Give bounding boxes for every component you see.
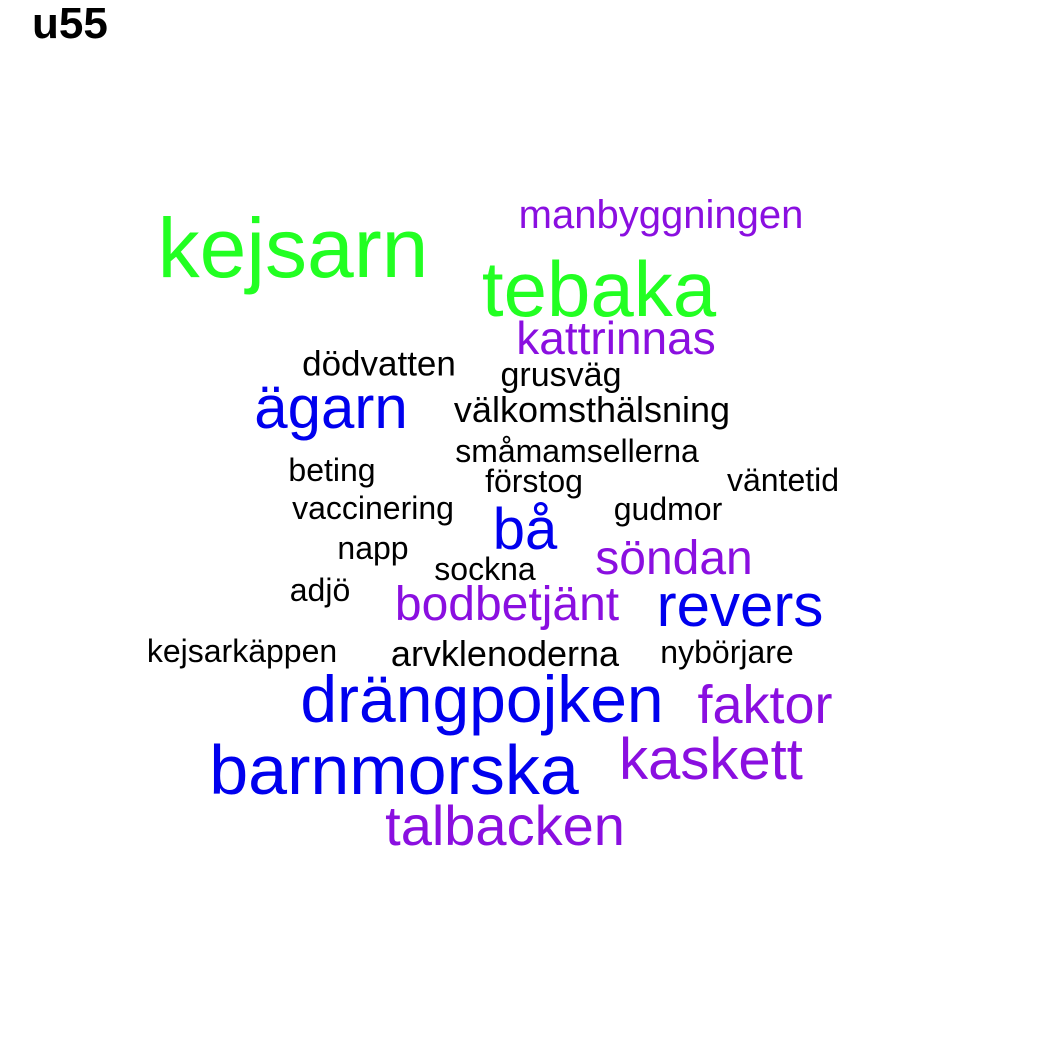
word-ba: bå bbox=[492, 497, 558, 562]
word-revers: revers bbox=[656, 572, 824, 639]
word-sondan: söndan bbox=[595, 532, 753, 585]
word-beting: beting bbox=[288, 452, 376, 488]
word-agarn: ägarn bbox=[254, 374, 408, 441]
word-arvklenoderna: arvklenoderna bbox=[390, 633, 620, 674]
word-adjo: adjö bbox=[289, 572, 351, 608]
word-napp: napp bbox=[337, 530, 409, 566]
word-bodbetjant: bodbetjänt bbox=[394, 578, 620, 631]
word-smamamsellerna: småmamsellerna bbox=[455, 433, 699, 469]
word-gudmor: gudmor bbox=[613, 491, 723, 527]
page-title: u55 bbox=[32, 0, 108, 48]
word-kattrinnas: kattrinnas bbox=[516, 312, 716, 364]
word-kaskett: kaskett bbox=[619, 727, 803, 792]
word-kejsarn: kejsarn bbox=[157, 201, 429, 295]
word-valkomsthalsning: välkomsthälsning bbox=[453, 389, 731, 430]
word-drangpojken: drängpojken bbox=[300, 662, 664, 736]
word-tebaka: tebaka bbox=[481, 245, 717, 333]
word-sockna: sockna bbox=[434, 551, 536, 587]
word-barnmorska: barnmorska bbox=[209, 731, 579, 809]
word-talbacken: talbacken bbox=[385, 794, 625, 857]
word-kejsarkappen: kejsarkäppen bbox=[146, 633, 338, 669]
word-vaccinering: vaccinering bbox=[292, 490, 454, 526]
word-dodvatten: dödvatten bbox=[302, 344, 456, 384]
word-forstog: förstog bbox=[485, 463, 583, 499]
word-grusvag: grusväg bbox=[500, 356, 622, 394]
word-faktor: faktor bbox=[697, 675, 833, 735]
word-vantetid: väntetid bbox=[726, 462, 840, 498]
word-manbyggningen: manbyggningen bbox=[518, 193, 804, 237]
word-nyborjare: nybörjare bbox=[660, 634, 794, 670]
